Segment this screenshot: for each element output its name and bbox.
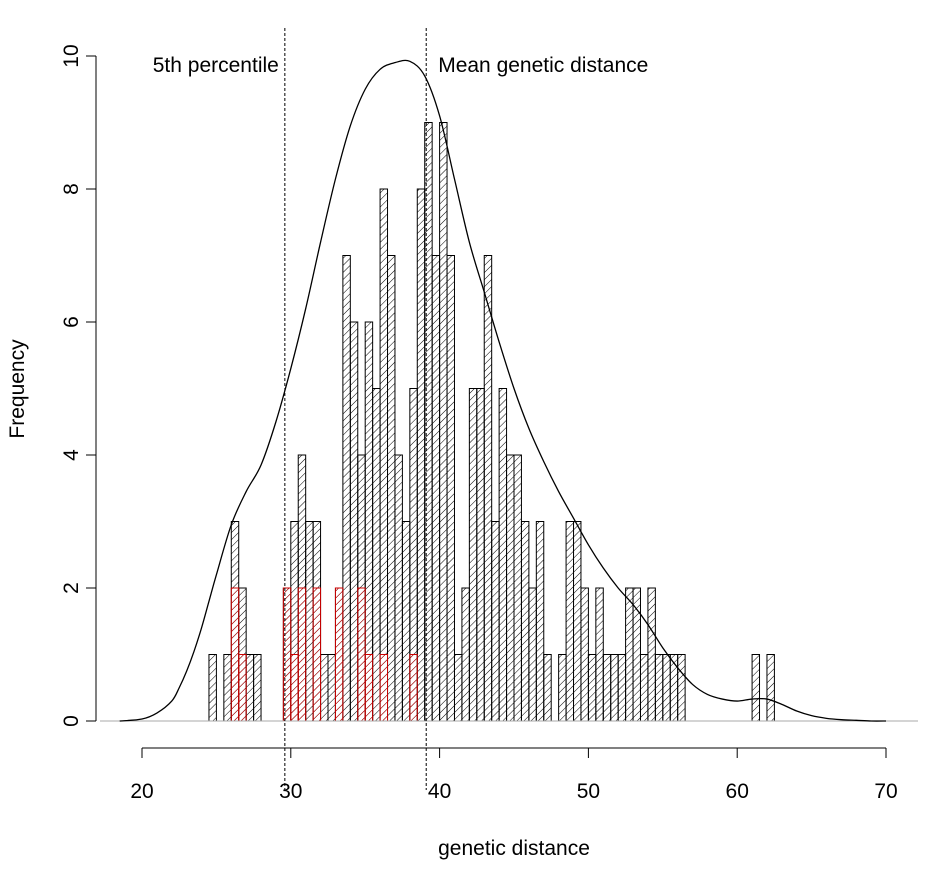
histogram-bar bbox=[602, 654, 612, 722]
histogram-bar bbox=[297, 587, 307, 722]
histogram-bar bbox=[305, 521, 314, 722]
histogram-bar bbox=[476, 388, 485, 722]
histogram-bar bbox=[491, 521, 500, 722]
histogram-bar bbox=[439, 122, 448, 722]
histogram-bar bbox=[751, 654, 761, 722]
reference-lines: 5th percentile Mean genetic distance bbox=[153, 28, 648, 790]
histogram-bar bbox=[580, 587, 589, 722]
histogram-bar bbox=[223, 654, 232, 722]
x-axis: 20 30 40 50 60 70 bbox=[130, 747, 898, 803]
histogram-bar bbox=[639, 654, 649, 722]
histogram-bar bbox=[416, 188, 426, 722]
y-tick-label: 4 bbox=[60, 449, 83, 461]
histogram-bar bbox=[595, 587, 604, 722]
histogram-bar bbox=[610, 654, 619, 722]
x-tick-label: 70 bbox=[874, 780, 897, 803]
histogram-bar bbox=[334, 587, 344, 722]
histogram-bar bbox=[513, 454, 522, 722]
histogram-bar bbox=[245, 654, 255, 722]
histogram-bar bbox=[387, 255, 396, 722]
histogram-bar bbox=[565, 521, 575, 722]
histogram-bar bbox=[617, 654, 627, 722]
reference-line-label: Mean genetic distance bbox=[438, 54, 648, 77]
histogram-bar bbox=[453, 654, 463, 722]
histogram-bar bbox=[498, 388, 508, 722]
x-tick-label: 40 bbox=[428, 780, 451, 803]
histogram-bar bbox=[230, 587, 240, 722]
histogram-bar bbox=[401, 521, 411, 722]
histogram-bar bbox=[662, 654, 671, 722]
histogram-bar bbox=[342, 255, 351, 722]
histogram-bar bbox=[647, 587, 656, 722]
histogram-bar bbox=[290, 654, 299, 722]
histogram-bar bbox=[528, 587, 537, 722]
histogram-bar bbox=[238, 654, 247, 722]
y-tick-label: 8 bbox=[60, 183, 83, 195]
histogram-bar bbox=[625, 587, 634, 722]
y-axis-title: Frequency bbox=[6, 339, 29, 439]
histogram-bar bbox=[379, 188, 389, 722]
histogram-bar bbox=[506, 454, 515, 722]
reference-line-label: 5th percentile bbox=[153, 54, 279, 77]
histogram-bar bbox=[632, 587, 641, 722]
y-tick-label: 2 bbox=[60, 582, 83, 594]
x-tick-label: 20 bbox=[130, 780, 153, 803]
histogram-bar bbox=[461, 587, 470, 722]
histogram-bar bbox=[394, 454, 403, 722]
series-black-bars bbox=[208, 122, 775, 722]
histogram-bar bbox=[253, 654, 262, 722]
histogram-bar bbox=[654, 654, 664, 722]
histogram-bar bbox=[520, 521, 530, 722]
histogram-bar bbox=[543, 654, 552, 722]
x-tick-label: 30 bbox=[279, 780, 302, 803]
histogram-bar bbox=[364, 654, 374, 722]
histogram-bar bbox=[208, 654, 217, 722]
histogram-bar bbox=[669, 654, 679, 722]
histogram-bar bbox=[320, 654, 329, 722]
y-axis: 0 2 4 6 8 10 bbox=[60, 44, 97, 727]
histogram-bar bbox=[424, 122, 433, 722]
x-tick-label: 50 bbox=[577, 780, 600, 803]
histogram-bar bbox=[357, 587, 366, 722]
series-red-bars bbox=[230, 587, 418, 722]
histogram-bar bbox=[483, 255, 493, 722]
histogram-bar bbox=[677, 654, 686, 722]
histogram-bar bbox=[587, 654, 597, 722]
density-curve bbox=[119, 59, 887, 722]
histogram-bar bbox=[312, 587, 322, 722]
histogram-bar bbox=[468, 388, 478, 722]
histogram-bar bbox=[349, 321, 359, 722]
y-tick-label: 6 bbox=[60, 316, 83, 328]
histogram-bar bbox=[535, 521, 545, 722]
histogram-bar bbox=[372, 388, 381, 722]
histogram-bar bbox=[446, 255, 455, 722]
histogram-bar bbox=[379, 654, 389, 722]
histogram-bar bbox=[409, 654, 418, 722]
y-tick-label: 0 bbox=[60, 715, 83, 727]
histogram-bar bbox=[431, 255, 441, 722]
histogram-bar bbox=[766, 654, 775, 722]
histogram-bar bbox=[573, 521, 582, 722]
histogram-bar bbox=[558, 654, 567, 722]
y-tick-label: 10 bbox=[60, 44, 83, 67]
x-axis-title: genetic distance bbox=[438, 837, 590, 860]
histogram-bar bbox=[327, 654, 336, 722]
x-tick-label: 60 bbox=[726, 780, 749, 803]
